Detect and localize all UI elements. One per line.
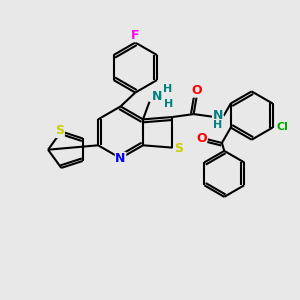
Text: O: O <box>196 132 207 145</box>
Text: F: F <box>131 29 140 42</box>
Text: S: S <box>55 124 64 137</box>
Text: H: H <box>164 99 173 109</box>
Text: H: H <box>213 120 222 130</box>
Text: N: N <box>116 152 126 165</box>
Text: O: O <box>191 84 202 97</box>
Text: N: N <box>213 109 223 122</box>
Text: N: N <box>152 90 162 103</box>
Text: Cl: Cl <box>276 122 288 132</box>
Text: H: H <box>163 84 172 94</box>
Text: S: S <box>174 142 183 155</box>
